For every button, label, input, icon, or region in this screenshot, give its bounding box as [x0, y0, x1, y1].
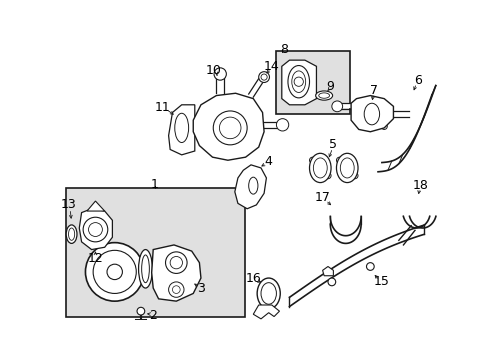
Ellipse shape	[336, 153, 357, 183]
Text: 13: 13	[61, 198, 76, 211]
Polygon shape	[234, 165, 266, 209]
Polygon shape	[151, 245, 201, 301]
Ellipse shape	[315, 91, 332, 100]
Circle shape	[248, 170, 257, 179]
Circle shape	[351, 172, 357, 179]
Text: 5: 5	[329, 138, 337, 151]
Polygon shape	[79, 209, 112, 249]
Circle shape	[107, 264, 122, 280]
Circle shape	[214, 68, 226, 80]
Circle shape	[213, 111, 246, 145]
Circle shape	[219, 117, 241, 139]
Text: 10: 10	[205, 64, 222, 77]
Circle shape	[168, 282, 183, 297]
Text: 6: 6	[413, 74, 421, 87]
Circle shape	[258, 72, 269, 82]
Circle shape	[366, 263, 373, 270]
Circle shape	[309, 157, 315, 163]
Circle shape	[165, 252, 187, 274]
Circle shape	[88, 222, 102, 237]
Text: 1: 1	[150, 177, 159, 190]
Polygon shape	[193, 93, 264, 160]
Text: 14: 14	[264, 60, 279, 73]
Circle shape	[170, 256, 182, 269]
Circle shape	[83, 217, 107, 242]
Text: 18: 18	[411, 179, 427, 192]
Ellipse shape	[313, 158, 326, 178]
Polygon shape	[281, 60, 316, 105]
Circle shape	[261, 74, 266, 80]
Text: 7: 7	[369, 85, 377, 98]
Text: 2: 2	[149, 309, 157, 321]
Circle shape	[241, 193, 252, 204]
Circle shape	[331, 101, 342, 112]
Text: 8: 8	[280, 43, 287, 56]
Circle shape	[137, 307, 144, 315]
Text: 3: 3	[197, 282, 204, 294]
Circle shape	[93, 250, 136, 293]
Ellipse shape	[309, 153, 330, 183]
Polygon shape	[322, 266, 333, 276]
Bar	[66, 188, 244, 316]
Text: 9: 9	[325, 80, 334, 93]
Ellipse shape	[291, 71, 305, 93]
Circle shape	[85, 243, 143, 301]
Ellipse shape	[248, 177, 257, 194]
Circle shape	[336, 157, 342, 163]
Text: 15: 15	[373, 275, 389, 288]
Polygon shape	[253, 305, 279, 319]
Circle shape	[276, 119, 288, 131]
Ellipse shape	[257, 278, 280, 309]
Ellipse shape	[66, 225, 77, 243]
Ellipse shape	[142, 255, 149, 283]
Circle shape	[380, 123, 386, 130]
Circle shape	[327, 278, 335, 286]
Text: 16: 16	[245, 271, 261, 284]
Ellipse shape	[340, 158, 353, 178]
Circle shape	[293, 77, 303, 86]
Circle shape	[172, 286, 180, 293]
Ellipse shape	[364, 103, 379, 125]
Bar	[276, 51, 349, 114]
Ellipse shape	[174, 113, 188, 143]
Polygon shape	[168, 105, 194, 155]
Ellipse shape	[138, 249, 152, 288]
Text: 4: 4	[264, 154, 272, 167]
Ellipse shape	[261, 283, 276, 304]
Text: 17: 17	[314, 191, 330, 204]
Ellipse shape	[287, 66, 309, 98]
Text: 12: 12	[87, 252, 103, 265]
Circle shape	[356, 102, 362, 108]
Ellipse shape	[68, 228, 75, 240]
Ellipse shape	[318, 93, 329, 98]
Text: 11: 11	[154, 100, 170, 114]
Polygon shape	[87, 201, 104, 211]
Circle shape	[324, 172, 330, 179]
Polygon shape	[350, 95, 393, 132]
